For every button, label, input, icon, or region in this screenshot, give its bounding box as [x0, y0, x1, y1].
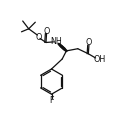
- Text: OH: OH: [93, 55, 106, 64]
- Text: O: O: [36, 33, 42, 42]
- Text: O: O: [86, 38, 92, 47]
- Text: F: F: [49, 96, 54, 105]
- Text: O: O: [43, 27, 50, 36]
- Text: NH: NH: [50, 37, 62, 46]
